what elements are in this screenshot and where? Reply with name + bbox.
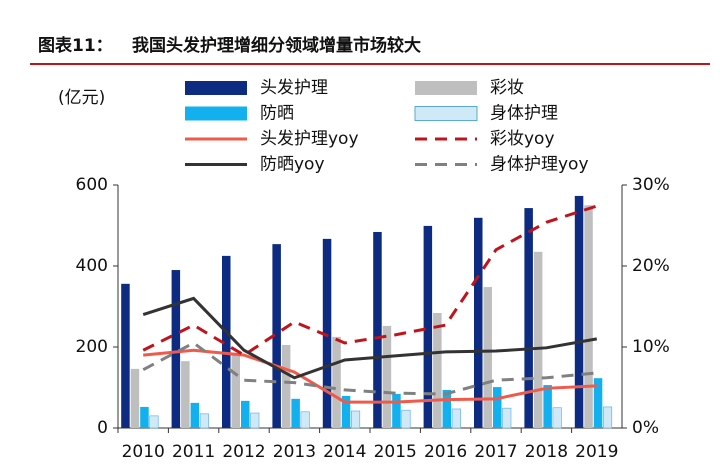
bar (322, 238, 332, 428)
bar (171, 270, 181, 428)
y2-tick-label: 0% (632, 418, 659, 438)
bar (272, 244, 281, 428)
bar (130, 368, 140, 428)
bar (483, 287, 492, 428)
y-unit-label: (亿元) (58, 88, 105, 108)
bar (502, 407, 512, 429)
bar (423, 225, 433, 428)
y-tick-label: 400 (76, 256, 108, 276)
x-tick-label: 2016 (424, 442, 467, 462)
bar (149, 415, 159, 429)
bar (574, 195, 584, 428)
bar (602, 406, 613, 429)
bar (199, 413, 209, 429)
legend-swatch (185, 81, 247, 95)
bar (121, 283, 130, 428)
legend-label: 防晒yoy (260, 155, 325, 175)
bar (401, 409, 411, 429)
bar (373, 231, 382, 428)
x-tick-label: 2011 (172, 442, 215, 462)
x-tick-label: 2014 (323, 442, 366, 462)
y-tick-label: 200 (76, 337, 108, 357)
line (142, 204, 598, 357)
bar (474, 217, 483, 428)
bar (241, 400, 250, 428)
x-tick-label: 2018 (525, 442, 568, 462)
bar (332, 336, 341, 428)
legend-swatch (185, 106, 247, 121)
x-tick-label: 2017 (474, 442, 517, 462)
x-tick-label: 2015 (374, 442, 417, 462)
line (142, 296, 598, 380)
x-tick-label: 2012 (222, 442, 265, 462)
bar (433, 312, 442, 428)
legend-label: 彩妆 (490, 78, 524, 98)
line (142, 341, 597, 396)
x-tick-label: 2010 (122, 442, 165, 462)
y2-tick-label: 20% (632, 256, 670, 276)
bar (140, 406, 149, 428)
bar (222, 255, 231, 428)
legend-swatch (415, 81, 477, 95)
bar (181, 361, 190, 428)
legend-label: 彩妆yoy (490, 129, 555, 149)
bar (543, 385, 552, 428)
bar (350, 410, 361, 429)
y2-tick-label: 30% (632, 175, 670, 195)
bar (493, 387, 502, 428)
bar (524, 208, 533, 428)
chart-title: 图表11： (38, 35, 113, 56)
bar (250, 412, 260, 429)
bar (451, 408, 461, 429)
bar (593, 378, 603, 428)
bar (382, 325, 392, 428)
bar (300, 411, 310, 429)
line (143, 348, 597, 404)
chart-subtitle: 我国头发护理增细分领域增量市场较大 (132, 35, 421, 56)
bar (291, 398, 300, 428)
legend-swatch (414, 106, 478, 121)
bar (190, 402, 200, 428)
x-tick-label: 2013 (273, 442, 316, 462)
y-tick-label: 0 (97, 418, 108, 438)
bar (442, 389, 452, 428)
bar (552, 407, 562, 429)
y2-tick-label: 10% (632, 337, 670, 357)
x-tick-label: 2019 (575, 442, 618, 462)
bar (392, 393, 401, 428)
y-tick-label: 600 (76, 175, 108, 195)
legend-label: 身体护理yoy (490, 155, 589, 175)
legend-label: 头发护理 (260, 78, 328, 98)
bar (533, 251, 543, 428)
bar (281, 344, 291, 428)
legend-label: 头发护理yoy (260, 129, 359, 149)
legend-label: 防晒 (260, 104, 294, 124)
bar (584, 205, 593, 428)
bar (231, 353, 240, 428)
bar (341, 396, 351, 428)
legend-label: 身体护理 (490, 104, 558, 124)
